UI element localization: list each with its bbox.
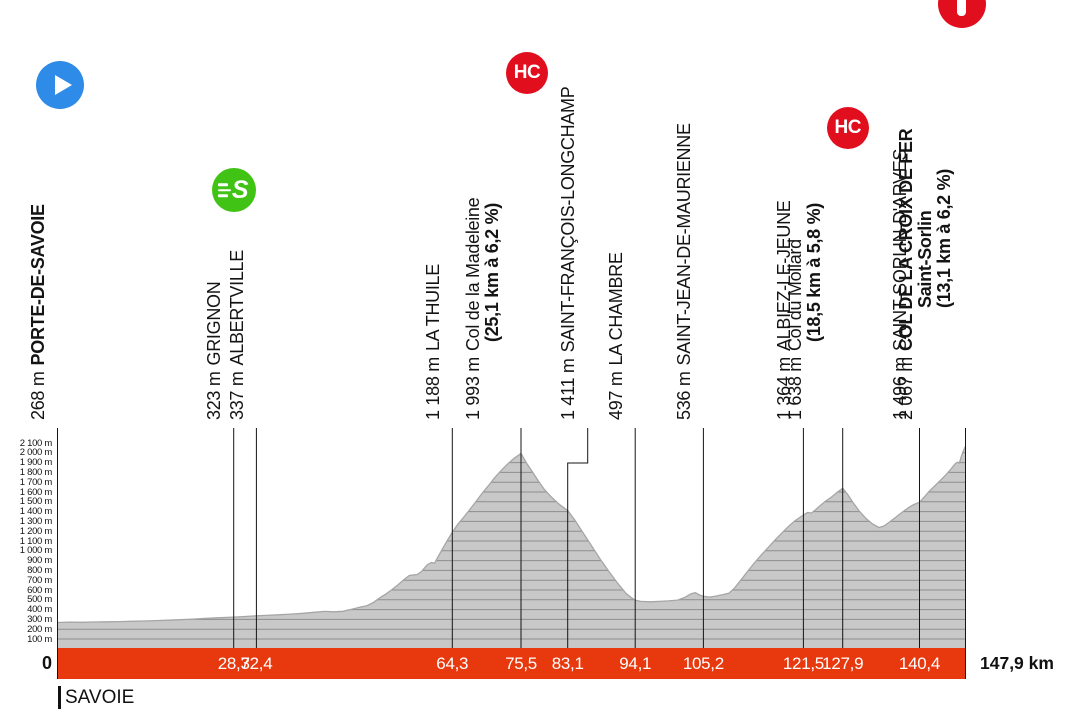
- waypoint-altitude: 497 m: [605, 371, 626, 420]
- waypoint-label-porte-de-savoie: 268 m PORTE-DE-SAVOIE: [28, 204, 48, 420]
- y-tick-label: 2 100 m: [19, 437, 53, 449]
- profile-area: [57, 446, 966, 648]
- y-tick-label: 1 900 m: [19, 457, 53, 469]
- waypoint-altitude: 1 411 m: [558, 358, 579, 420]
- waypoint-name: PORTE-DE-SAVOIE: [28, 204, 48, 366]
- waypoint-altitude: 536 m: [673, 371, 694, 420]
- y-tick-label: 1 400 m: [19, 506, 53, 518]
- waypoint-main-label: 1 993 m Col de la Madeleine: [463, 197, 483, 420]
- km-tick-label: 127,9: [822, 654, 864, 673]
- y-tick-label: 1 300 m: [19, 515, 53, 527]
- waypoint-name: Col du Mollard: [784, 239, 805, 352]
- waypoint-name: SAINT-JEAN-DE-MAURIENNE: [673, 123, 694, 366]
- distance-start-label: 0: [41, 653, 52, 673]
- y-tick-label: 300 m: [27, 613, 52, 625]
- waypoint-main-label: 1 188 m LA THUILE: [422, 264, 443, 420]
- waypoint-altitude: 337 m: [226, 371, 247, 420]
- y-tick-label: 1 000 m: [19, 545, 53, 557]
- hc-badge: HC: [826, 107, 869, 149]
- waypoint-main-label: 536 m SAINT-JEAN-DE-MAURIENNE: [673, 123, 694, 420]
- profile-outline: [57, 445, 967, 624]
- waypoint-main-label: 2 067 m COL DE LA CROIX DE FER: [895, 128, 916, 420]
- km-tick-label: 64,3: [436, 654, 469, 673]
- y-tick-label: 200 m: [27, 623, 52, 635]
- y-tick-label: 900 m: [27, 555, 52, 567]
- region-label: SAVOIE: [65, 687, 135, 708]
- km-tick-label: 75,5: [505, 654, 537, 673]
- hc-badge: HC: [506, 52, 549, 94]
- y-tick-label: 1 700 m: [19, 476, 53, 488]
- waypoint-altitude: 2 067 m: [895, 357, 916, 420]
- sprint-icon: S: [231, 175, 249, 204]
- waypoint-name: LA THUILE: [422, 264, 443, 352]
- waypoint-label-albertville: 337 m ALBERTVILLE: [226, 250, 247, 420]
- km-tick-label: 94,1: [619, 654, 652, 673]
- y-tick-label: 600 m: [27, 584, 52, 596]
- finish-badge: [937, 0, 986, 28]
- waypoint-label-grignon: 323 m GRIGNON: [204, 281, 225, 420]
- waypoint-altitude: 323 m: [204, 371, 225, 420]
- waypoint-sub-label: (18,5 km à 5,8 %): [803, 203, 824, 342]
- waypoint-sub-label: (13,1 km à 6,2 %): [933, 169, 954, 308]
- waypoint-main-label: 1 638 m Col du Mollard: [784, 203, 805, 420]
- waypoint-label-col-de-la-madeleine: 1 993 m Col de la Madeleine (25,1 km à 6,2…: [463, 197, 502, 420]
- waypoint-main-label: 323 m GRIGNON: [204, 281, 225, 420]
- y-tick-label: 500 m: [27, 594, 52, 606]
- waypoint-name: ALBERTVILLE: [226, 250, 247, 366]
- waypoint-altitude: 1 638 m: [784, 357, 805, 420]
- sprint-badge: S: [211, 168, 256, 212]
- region-strip: SAVOIE: [58, 686, 134, 709]
- waypoint-name: GRIGNON: [204, 281, 225, 366]
- km-tick-label: 105,2: [682, 654, 724, 673]
- region-divider: [58, 686, 61, 709]
- waypoint-label-saint-jean-de-maurienne: 536 m SAINT-JEAN-DE-MAURIENNE: [673, 123, 694, 420]
- marker-line-saint-francois-longchamp: [567, 428, 589, 648]
- distance-bar: 28,7 32,4 64,3 75,5 83,1 94,1 105,2 121,5 127,9 1…: [57, 648, 966, 679]
- y-tick-label: 2 000 m: [19, 447, 53, 459]
- waypoint-label-saint-francois-longchamp: 1 411 m SAINT-FRANÇOIS-LONGCHAMP: [558, 86, 579, 420]
- waypoint-name: SAINT-FRANÇOIS-LONGCHAMP: [558, 86, 579, 353]
- contour-lines: [57, 452, 966, 640]
- waypoint-altitude: 1 188 m: [422, 357, 443, 420]
- finish-flag-icon: [957, 0, 966, 16]
- waypoint-sub-label: (25,1 km à 6,2 %): [482, 203, 502, 342]
- km-tick-label: 28,7: [217, 654, 250, 673]
- waypoint-name: LA CHAMBRE: [605, 252, 626, 366]
- waypoint-label-col-de-la-croix-de-fer: 2 067 m COL DE LA CROIX DE FER Saint-Sorli…: [895, 128, 954, 420]
- km-tick-label: 140,4: [898, 654, 940, 673]
- y-tick-label: 800 m: [27, 564, 52, 576]
- km-tick-label: 83,1: [551, 654, 584, 673]
- waypoint-label-la-thuile: 1 188 m LA THUILE: [422, 264, 443, 420]
- y-tick-label: 1 800 m: [19, 466, 53, 478]
- y-tick-label: 400 m: [27, 604, 52, 616]
- waypoint-main-label: 337 m ALBERTVILLE: [226, 250, 247, 420]
- y-tick-label: 700 m: [27, 574, 52, 586]
- start-badge: [35, 61, 84, 109]
- hc-label: HC: [834, 117, 861, 138]
- distance-total-label: 147,9 km: [980, 653, 1054, 673]
- waypoint-main-label: 497 m LA CHAMBRE: [605, 252, 626, 420]
- y-tick-label: 1 600 m: [19, 486, 53, 498]
- waypoint-label-la-chambre: 497 m LA CHAMBRE: [605, 252, 626, 420]
- y-tick-label: 1 100 m: [19, 535, 53, 547]
- y-tick-label: 1 500 m: [19, 496, 53, 508]
- waypoint-name: Col de la Madeleine: [463, 197, 483, 352]
- waypoint-altitude: 1 993 m: [463, 357, 483, 420]
- hc-label: HC: [513, 62, 541, 83]
- speed-lines-icon: [217, 183, 231, 197]
- km-tick-label: 121,5: [782, 654, 824, 673]
- waypoint-altitude: 268 m: [28, 371, 48, 420]
- waypoint-name: COL DE LA CROIX DE FER: [895, 128, 916, 352]
- y-tick-label: 100 m: [27, 633, 52, 645]
- waypoint-sub-label: Saint-Sorlin: [914, 210, 935, 308]
- waypoint-main-label: 1 411 m SAINT-FRANÇOIS-LONGCHAMP: [558, 86, 579, 420]
- play-icon: [54, 75, 72, 95]
- waypoint-main-label: 268 m PORTE-DE-SAVOIE: [28, 204, 48, 420]
- waypoint-label-col-du-mollard: 1 638 m Col du Mollard (18,5 km à 5,8 %): [784, 203, 824, 420]
- km-tick-label: 32,4: [240, 654, 273, 673]
- y-tick-label: 1 200 m: [19, 525, 53, 537]
